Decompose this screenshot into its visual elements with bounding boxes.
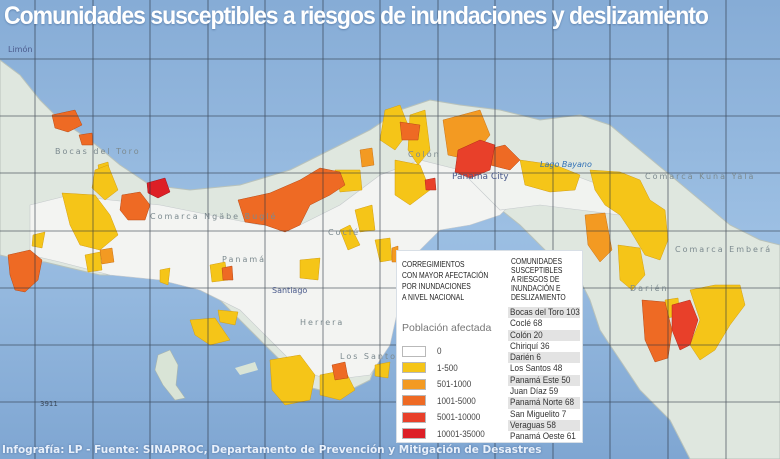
map-label-los-santos: Los Santos [340, 352, 404, 361]
map-label-panama-province: Panamá [222, 255, 267, 264]
legend-heading-corregimientos: CORREGIMIENTOS CON MAYOR AFECTACIÓN POR … [402, 259, 488, 303]
scale-label: 501-1000 [437, 379, 472, 390]
legend-scale-row: 10001-35000 [402, 426, 490, 443]
zone-10001-35000 [146, 177, 171, 199]
scale-label: 5001-10000 [437, 412, 481, 423]
map-label-bocas-del-toro: Bocas del Toro [55, 147, 141, 156]
community-count-list: Bocas del Toro 103 Coclé 68 Colón 20 Chi… [508, 307, 580, 443]
zone-5001-10000 [424, 139, 699, 351]
legend-heading-line: INUNDACIÓN E [511, 284, 561, 293]
map-label-cocle: Coclé [328, 228, 361, 237]
swatch-5001-10000 [402, 411, 426, 423]
map-label-herrera: Herrera [300, 318, 345, 327]
scale-label: 10001-35000 [437, 428, 485, 439]
legend-heading-line: CON MAYOR AFECTACIÓN [402, 271, 489, 280]
map-label-depth: 3911 [40, 400, 58, 408]
legend-heading-comunidades: COMUNIDADES SUSCEPTIBLES A RIESGOS DE IN… [511, 257, 566, 302]
swatch-1-500 [402, 362, 426, 374]
swatch-501-1000 [402, 378, 426, 390]
map-label-comarca-ngabe: Comarca Ngäbe Buglé [150, 212, 278, 221]
legend-heading-line: POR INUNDACIONES [402, 282, 471, 291]
community-row: Panamá Oeste 61 [510, 431, 576, 443]
community-row: Coclé 68 [510, 318, 543, 330]
legend-heading-line: DESLIZAMIENTO [511, 293, 566, 302]
map-label-santiago: Santiago [272, 286, 308, 295]
map-label-lago-bayano: Lago Bayano [540, 160, 592, 169]
community-row: Darién 6 [508, 352, 580, 364]
source-credit: Infografía: LP - Fuente: SINAPROC, Depar… [2, 444, 542, 456]
legend-scale-row: 1001-5000 [402, 393, 490, 410]
map-label-embera: Comarca Emberá [675, 245, 773, 254]
map-label-panama-city: Panama City [452, 172, 509, 182]
scale-label: 0 [437, 346, 442, 357]
legend-heading-line: COMUNIDADES [511, 257, 563, 266]
map-label-limon: Limón [8, 45, 33, 54]
legend-heading-line: A NIVEL NACIONAL [402, 293, 465, 302]
legend-scale-row: 0 [402, 343, 490, 360]
legend-population-title: Población afectada [402, 322, 492, 334]
scale-label: 1-500 [437, 362, 458, 373]
map-label-kuna-yala: Comarca Kuna Yala [645, 172, 756, 181]
page-title: Comunidades susceptibles a riesgos de in… [4, 2, 709, 30]
legend-heading-line: A RIESGOS DE [511, 275, 560, 284]
swatch-10001-35000 [402, 428, 426, 440]
community-row: Los Santos 48 [510, 363, 563, 375]
legend-heading-line: SUSCEPTIBLES [511, 266, 563, 275]
community-row: Colón 20 [508, 329, 580, 341]
legend-color-scale: 0 1-500 501-1000 1001-5000 5001-10000 10… [402, 343, 490, 442]
community-row: Chiriquí 36 [510, 340, 550, 352]
map-label-colon: Colón [408, 150, 441, 159]
scale-label: 1001-5000 [437, 395, 476, 406]
swatch-0 [402, 345, 426, 357]
island [235, 362, 258, 375]
legend-scale-row: 501-1000 [402, 376, 490, 393]
community-row: San Miguelito 7 [510, 408, 567, 420]
legend-panel: CORREGIMIENTOS CON MAYOR AFECTACIÓN POR … [396, 250, 583, 443]
map-label-darien: Darién [630, 284, 669, 293]
community-row: Panamá Este 50 [508, 374, 580, 387]
swatch-1001-5000 [402, 395, 426, 407]
coiba-island [154, 349, 186, 401]
community-row: Veraguas 58 [508, 419, 580, 432]
community-row: Bocas del Toro 103 [508, 307, 580, 319]
legend-heading-line: CORREGIMIENTOS [402, 260, 465, 269]
legend-scale-row: 5001-10000 [402, 409, 490, 426]
community-row: Panamá Norte 68 [508, 397, 580, 409]
community-row: Juan Díaz 59 [510, 386, 559, 398]
legend-scale-row: 1-500 [402, 360, 490, 377]
